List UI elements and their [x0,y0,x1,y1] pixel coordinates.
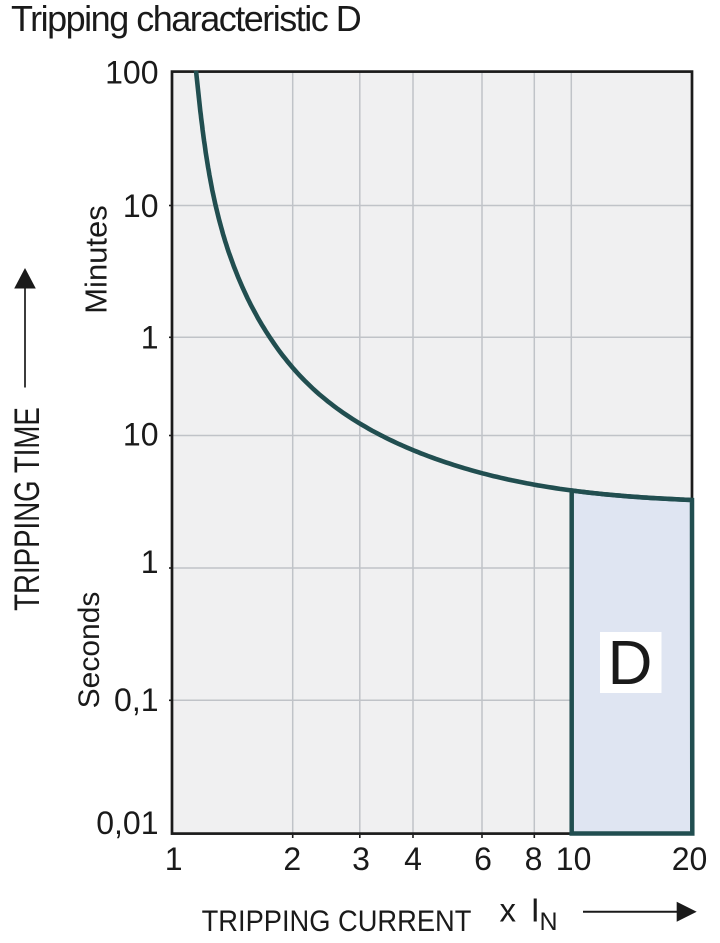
svg-text:3: 3 [352,841,370,877]
svg-text:I: I [531,892,540,929]
svg-text:D: D [608,629,653,698]
svg-text:Minutes: Minutes [78,205,113,314]
svg-text:N: N [540,908,558,936]
svg-text:1: 1 [141,544,159,580]
svg-text:0,01: 0,01 [96,805,158,841]
svg-text:1: 1 [165,841,183,877]
svg-text:Seconds: Seconds [73,592,106,709]
svg-text:TRIPPING CURRENT: TRIPPING CURRENT [202,905,472,938]
svg-text:4: 4 [404,841,422,877]
svg-text:1: 1 [141,320,159,356]
svg-text:10: 10 [556,841,592,877]
svg-text:20: 20 [672,841,708,877]
svg-text:0,1: 0,1 [114,682,158,718]
svg-text:6: 6 [474,841,492,877]
svg-text:10: 10 [123,188,159,224]
svg-text:x: x [500,892,517,929]
svg-text:Tripping characteristic D: Tripping characteristic D [11,0,361,39]
svg-text:8: 8 [525,841,543,877]
svg-text:2: 2 [283,841,301,877]
svg-text:100: 100 [105,55,158,91]
svg-text:10: 10 [123,417,159,453]
svg-text:TRIPPING TIME: TRIPPING TIME [7,407,47,611]
